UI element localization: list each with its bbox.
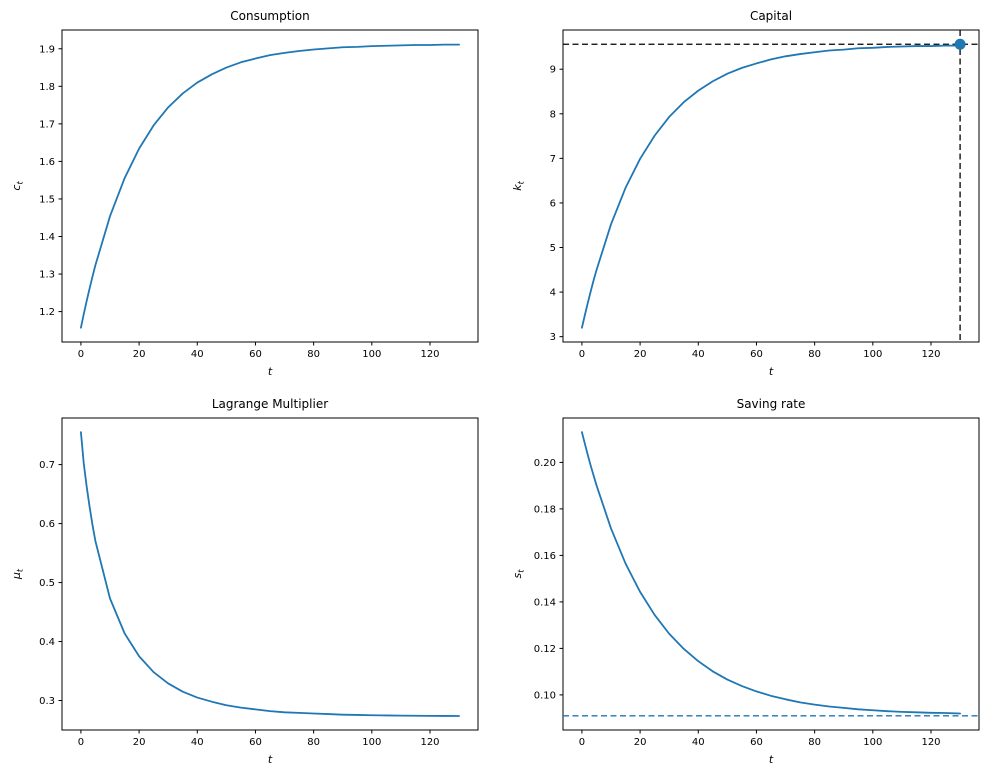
x-tick-label: 20 [133,349,146,360]
x-tick-label: 0 [579,349,585,360]
capital-chart-svg: 0 20 40 60 80 100 120 3 4 5 6 7 8 9 Capital t kt [511,9,980,378]
x-tick-label: 0 [78,737,84,748]
y-tick-label: 1.4 [39,232,55,243]
y-tick-label: 1.2 [39,307,55,318]
lagrange-multiplier-chart-svg: 0 20 40 60 80 100 120 0.3 0.4 0.5 0.6 0.7 Lagrange M… [10,397,479,766]
y-tick-label: 3 [550,332,556,343]
y-tick-label: 1.5 [39,194,55,205]
y-tick-label: 0.10 [534,690,556,701]
y-tick-label: 0.3 [39,696,55,707]
x-axis-label: t [268,365,273,378]
x-axis-label: t [769,365,774,378]
y-tick-label: 0.12 [534,644,556,655]
y-tick-label: 8 [550,109,556,120]
x-tick-label: 80 [808,737,821,748]
y-tick-label: 1.6 [39,157,55,168]
x-tick-label: 100 [362,737,381,748]
x-tick-label: 40 [191,737,204,748]
y-tick-label: 7 [550,154,556,165]
plot-box [562,417,980,731]
x-tick-label: 120 [420,737,439,748]
x-tick-label: 40 [191,349,204,360]
capital-path [581,44,961,329]
lagrange-path [80,431,460,717]
x-axis-label: t [769,753,774,766]
y-tick-label: 1.8 [39,82,55,93]
x-tick-label: 0 [78,349,84,360]
x-tick-label: 0 [579,737,585,748]
x-tick-label: 120 [420,349,439,360]
x-tick-label: 60 [750,737,763,748]
y-tick-label: 0.4 [39,637,55,648]
steady-state-marker [954,38,966,50]
chart-title: Consumption [230,9,309,23]
y-tick-label: 1.3 [39,270,55,281]
y-tick-label: 9 [550,65,556,76]
x-tick-label: 60 [249,737,262,748]
x-tick-label: 120 [921,349,940,360]
saving-rate-chart-svg: 0 20 40 60 80 100 120 0.10 0.12 0.14 0.16 0.18 0.20 S… [511,397,980,766]
x-tick-label: 80 [307,349,320,360]
y-tick-label: 0.5 [39,578,55,589]
x-tick-label: 80 [307,737,320,748]
x-tick-label: 120 [921,737,940,748]
y-tick-label: 1.7 [39,119,55,130]
y-tick-label: 0.14 [534,597,556,608]
x-tick-label: 20 [634,349,647,360]
consumption-path [80,43,460,329]
y-tick-label: 0.7 [39,460,55,471]
x-tick-label: 40 [692,349,705,360]
x-tick-label: 80 [808,349,821,360]
y-axis-label: kt [511,180,526,190]
plot-box [61,417,479,731]
x-tick-label: 100 [362,349,381,360]
plot-box [562,29,980,343]
x-tick-label: 60 [249,349,262,360]
y-axis-label: μt [10,568,25,580]
y-tick-label: 0.16 [534,551,556,562]
chart-title: Capital [750,9,792,23]
x-tick-label: 60 [750,349,763,360]
y-tick-label: 0.6 [39,519,55,530]
lagrange-multiplier-panel: 0 20 40 60 80 100 120 0.3 0.4 0.5 0.6 0.7 Lagrange M… [0,388,501,776]
consumption-panel: 0 20 40 60 80 100 120 1.2 1.3 1.4 1.5 1.6 1.7 1.8 1.9 C… [0,0,501,388]
x-tick-label: 40 [692,737,705,748]
saving-rate-panel: 0 20 40 60 80 100 120 0.10 0.12 0.14 0.16 0.18 0.20 S… [501,388,1002,776]
saving-rate-path [581,431,961,715]
y-axis-label: ct [10,181,25,191]
plot-box [61,29,479,343]
x-tick-label: 100 [863,737,882,748]
y-tick-label: 0.20 [534,458,556,469]
consumption-chart-svg: 0 20 40 60 80 100 120 1.2 1.3 1.4 1.5 1.6 1.7 1.8 1.9 C… [10,9,479,378]
y-tick-label: 5 [550,243,556,254]
y-tick-label: 6 [550,198,556,209]
x-tick-label: 20 [133,737,146,748]
y-tick-label: 0.18 [534,504,556,515]
x-axis-label: t [268,753,273,766]
chart-title: Lagrange Multiplier [212,397,328,411]
x-tick-label: 100 [863,349,882,360]
chart-title: Saving rate [737,397,806,411]
x-tick-label: 20 [634,737,647,748]
y-axis-label: st [511,569,526,579]
y-tick-label: 4 [550,288,556,299]
y-tick-label: 1.9 [39,44,55,55]
capital-panel: 0 20 40 60 80 100 120 3 4 5 6 7 8 9 Capital t kt [501,0,1002,388]
